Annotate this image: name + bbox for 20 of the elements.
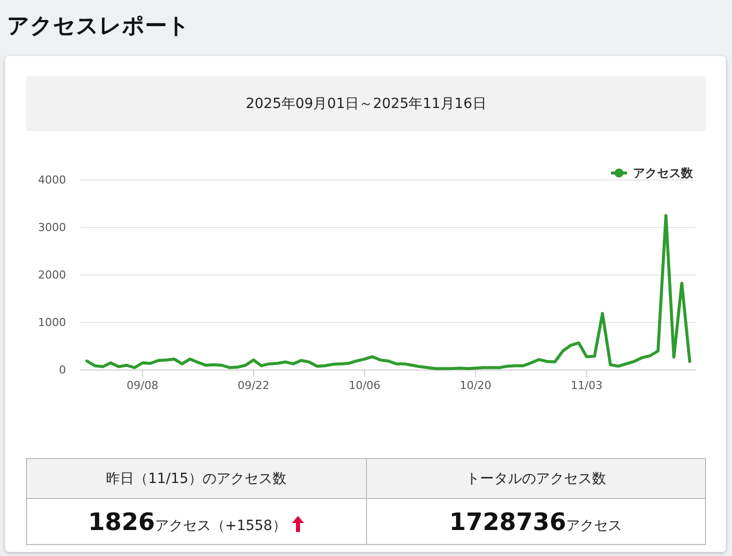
x-tick-label: 10/06 xyxy=(348,378,380,392)
y-tick-label: 3000 xyxy=(38,221,66,234)
y-tick-label: 4000 xyxy=(38,174,66,187)
x-tick-label: 11/03 xyxy=(570,378,602,392)
y-tick-label: 1000 xyxy=(38,316,66,330)
x-tick-label: 09/22 xyxy=(238,378,270,392)
chart-title: アクセスレポート xyxy=(7,13,190,41)
text: 1728736 xyxy=(449,508,566,536)
text: トータルのアクセス数 xyxy=(366,458,706,498)
y-tick-label: 0 xyxy=(59,364,66,377)
text: アクセス xyxy=(566,518,622,534)
legend-label: アクセス数 xyxy=(633,166,694,180)
x-tick-label: 10/20 xyxy=(460,378,492,392)
text: 1826 xyxy=(88,508,155,536)
text: アクセス（+1558） xyxy=(154,518,286,534)
line-series xyxy=(85,214,692,370)
chart-subtitle: 2025年09月01日～2025年11月16日 xyxy=(26,76,706,131)
text: 昨日（11/15）のアクセス数 xyxy=(26,458,366,498)
y-tick-label: 2000 xyxy=(38,268,66,282)
x-tick-label: 09/08 xyxy=(126,378,158,392)
